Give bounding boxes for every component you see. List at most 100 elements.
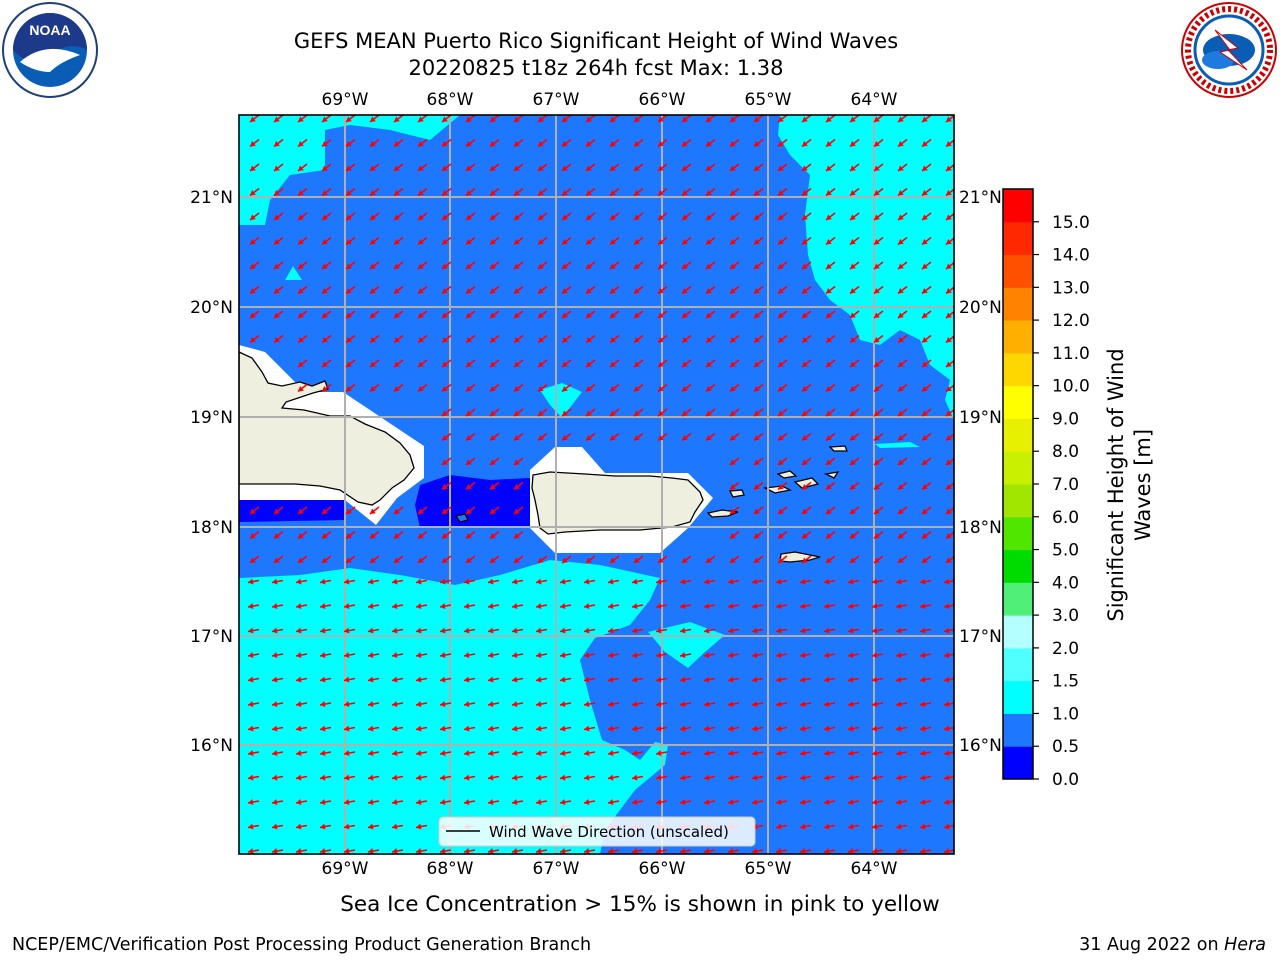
wave-direction-arrow [753, 457, 764, 466]
wave-direction-arrow [895, 701, 908, 708]
wave-direction-arrow [921, 138, 932, 148]
wave-direction-arrow [297, 334, 308, 344]
wave-direction-arrow [345, 334, 356, 344]
wave-direction-arrow [895, 578, 908, 585]
wave-direction-arrow [871, 725, 884, 732]
wave-direction-arrow [609, 310, 620, 319]
wave-direction-arrow [583, 725, 596, 732]
lat-ticks-right: 21°N 20°N 19°N 18°N 17°N 16°N [959, 188, 1002, 756]
wave-direction-arrow [921, 506, 932, 515]
wave-direction-arrow [487, 701, 500, 708]
wave-direction-arrow [943, 848, 954, 854]
wave-direction-arrow [249, 334, 260, 344]
wave-direction-arrow [391, 652, 404, 659]
wave-direction-arrow [513, 115, 524, 123]
lon-tick-label-top: 66°W [639, 90, 686, 110]
wave-direction-arrow [367, 725, 380, 732]
wave-direction-arrow [705, 236, 716, 246]
lon-ticks-bottom: 69°W 68°W 67°W 66°W 65°W 64°W [322, 859, 898, 879]
wave-direction-arrow [537, 555, 548, 564]
wave-direction-arrow [321, 212, 332, 221]
wave-direction-arrow [609, 187, 620, 197]
wave-direction-arrow [345, 261, 356, 270]
wave-direction-arrow [489, 555, 500, 564]
wave-direction-arrow [895, 676, 908, 683]
wave-direction-arrow [825, 457, 836, 466]
wave-direction-arrow [897, 359, 908, 368]
land-culebra [728, 489, 745, 498]
wave-direction-arrow [537, 115, 548, 123]
wave-direction-arrow [753, 285, 764, 295]
wave-direction-arrow [921, 432, 932, 442]
wave-direction-arrow [681, 383, 692, 393]
wave-direction-arrow [583, 774, 596, 781]
wave-direction-arrow [489, 236, 500, 246]
wave-direction-arrow [489, 138, 500, 148]
wave-direction-arrow [463, 725, 476, 732]
wave-direction-arrow [513, 359, 524, 368]
wave-direction-arrow [921, 530, 932, 540]
wave-direction-arrow [607, 652, 620, 659]
wave-direction-arrow [463, 701, 476, 708]
sea-ice-caption: Sea Ice Concentration > 15% is shown in … [340, 892, 940, 917]
wave-direction-arrow [849, 310, 860, 319]
colorbar-tick-label: 4.0 [1052, 573, 1079, 593]
wave-direction-arrow [247, 823, 260, 830]
colorbar-tick-label: 11.0 [1052, 344, 1090, 364]
wave-direction-arrow [343, 774, 356, 781]
lat-tick-label-right: 21°N [959, 188, 1002, 208]
wave-direction-arrow [561, 138, 572, 148]
wave-direction-arrow [321, 236, 332, 246]
wave-direction-arrow [607, 603, 620, 610]
wave-direction-arrow [729, 359, 740, 368]
wave-direction-arrow [729, 310, 740, 319]
wave-direction-arrow [679, 578, 692, 585]
wave-direction-arrow [873, 163, 884, 172]
wave-direction-arrow [705, 187, 716, 197]
wave-direction-arrow [465, 115, 476, 123]
wave-direction-arrow [799, 774, 812, 781]
lon-tick-label-bottom: 65°W [745, 859, 792, 879]
wave-direction-arrow [585, 115, 596, 123]
wave-direction-arrow [247, 676, 260, 683]
wave-direction-arrow [823, 701, 836, 708]
wave-direction-arrow [297, 506, 308, 515]
wave-direction-arrow [441, 555, 452, 564]
wave-direction-arrow [655, 799, 668, 806]
wave-direction-arrow [273, 334, 284, 344]
colorbar-segment [1003, 320, 1033, 354]
wave-direction-arrow [345, 359, 356, 368]
wave-direction-arrow [273, 310, 284, 319]
wave-direction-arrow [943, 799, 954, 806]
wave-direction-arrow [729, 530, 740, 540]
wave-direction-arrow [655, 603, 668, 610]
wave-direction-arrow [825, 555, 836, 564]
wave-direction-arrow [465, 212, 476, 221]
wave-direction-arrow [345, 285, 356, 295]
wave-direction-arrow [681, 432, 692, 442]
wave-direction-arrow [465, 187, 476, 197]
wave-direction-arrow [729, 481, 740, 491]
colorbar-tick-label: 2.0 [1052, 639, 1079, 659]
wave-direction-arrow [609, 236, 620, 246]
wave-direction-arrow [393, 530, 404, 540]
wave-band-0.0-0.5-west [239, 500, 345, 522]
wave-direction-arrow [369, 334, 380, 344]
lon-tick-label-bottom: 66°W [639, 859, 686, 879]
wave-direction-arrow [919, 848, 932, 854]
wave-direction-arrow [463, 603, 476, 610]
wave-direction-arrow [559, 676, 572, 683]
wave-direction-arrow [319, 725, 332, 732]
wave-direction-arrow [607, 676, 620, 683]
wave-direction-arrow [343, 750, 356, 757]
wave-direction-arrow [511, 750, 524, 757]
wave-direction-arrow [393, 285, 404, 295]
wave-direction-arrow [873, 236, 884, 246]
wave-direction-arrow [705, 138, 716, 148]
wave-direction-arrow [537, 236, 548, 246]
wave-direction-arrow [633, 383, 644, 393]
wave-direction-arrow [633, 359, 644, 368]
wave-direction-arrow [921, 187, 932, 197]
wave-direction-arrow [393, 187, 404, 197]
wave-direction-arrow [801, 236, 812, 246]
